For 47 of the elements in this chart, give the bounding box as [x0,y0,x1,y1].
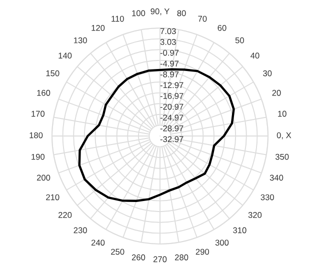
spoke-label: 110 [112,16,124,22]
spoke-label: 330 [260,194,274,200]
y-tick-label: -32.97 [160,136,184,142]
spoke-label: 200 [36,174,50,181]
spoke-label: 190 [32,154,45,160]
y-tick-label: -28.97 [160,125,184,132]
y-tick-label: 7.03 [160,28,176,34]
spoke-label: 20 [272,90,281,96]
spoke-label: 100 [132,10,146,16]
y-tick-label: 3.03 [160,39,176,45]
spoke-label: 30 [263,70,272,76]
spoke-label: 40 [250,52,260,59]
spoke-label: 80 [177,10,186,16]
spoke-label: 270 [153,256,167,262]
spoke-label: 220 [58,212,72,218]
spoke-label: 50 [235,37,244,44]
spoke-label: 250 [111,248,124,255]
spoke-label: 210 [46,194,60,200]
spoke-label: 240 [91,240,105,246]
spoke-label: 290 [196,248,210,255]
spoke-label: 310 [233,227,246,234]
spoke-label: 300 [215,240,229,246]
spoke-label: 160 [37,90,50,96]
spoke-label: 0, X [276,132,292,140]
spoke-label: 140 [58,52,72,59]
y-tick-label: -4.97 [160,60,179,67]
y-tick-label: -24.97 [160,114,184,121]
y-tick-label: -8.97 [160,71,179,78]
y-tick-label: -20.97 [160,104,184,110]
spoke-label: 150 [46,70,60,76]
spoke-label: 130 [74,37,87,44]
spoke-label: 350 [275,154,289,160]
spoke-label: 260 [132,254,146,260]
spoke-label: 280 [174,254,188,260]
spoke-label: 170 [32,110,45,117]
spoke-label: 320 [248,212,262,218]
spoke-label: 340 [270,174,284,181]
y-tick-label: -0.97 [160,50,179,56]
y-tick-label: -16.97 [160,93,184,99]
spoke-label: 230 [74,227,87,234]
spoke-label: 10 [278,110,286,117]
spoke-label: 70 [198,16,207,22]
spoke-label: 180 [30,132,43,138]
spoke-label: 60 [218,24,226,31]
spoke-label: 120 [92,24,105,31]
y-tick-label: -12.97 [160,82,184,88]
spoke-label: 90, Y [150,8,170,16]
